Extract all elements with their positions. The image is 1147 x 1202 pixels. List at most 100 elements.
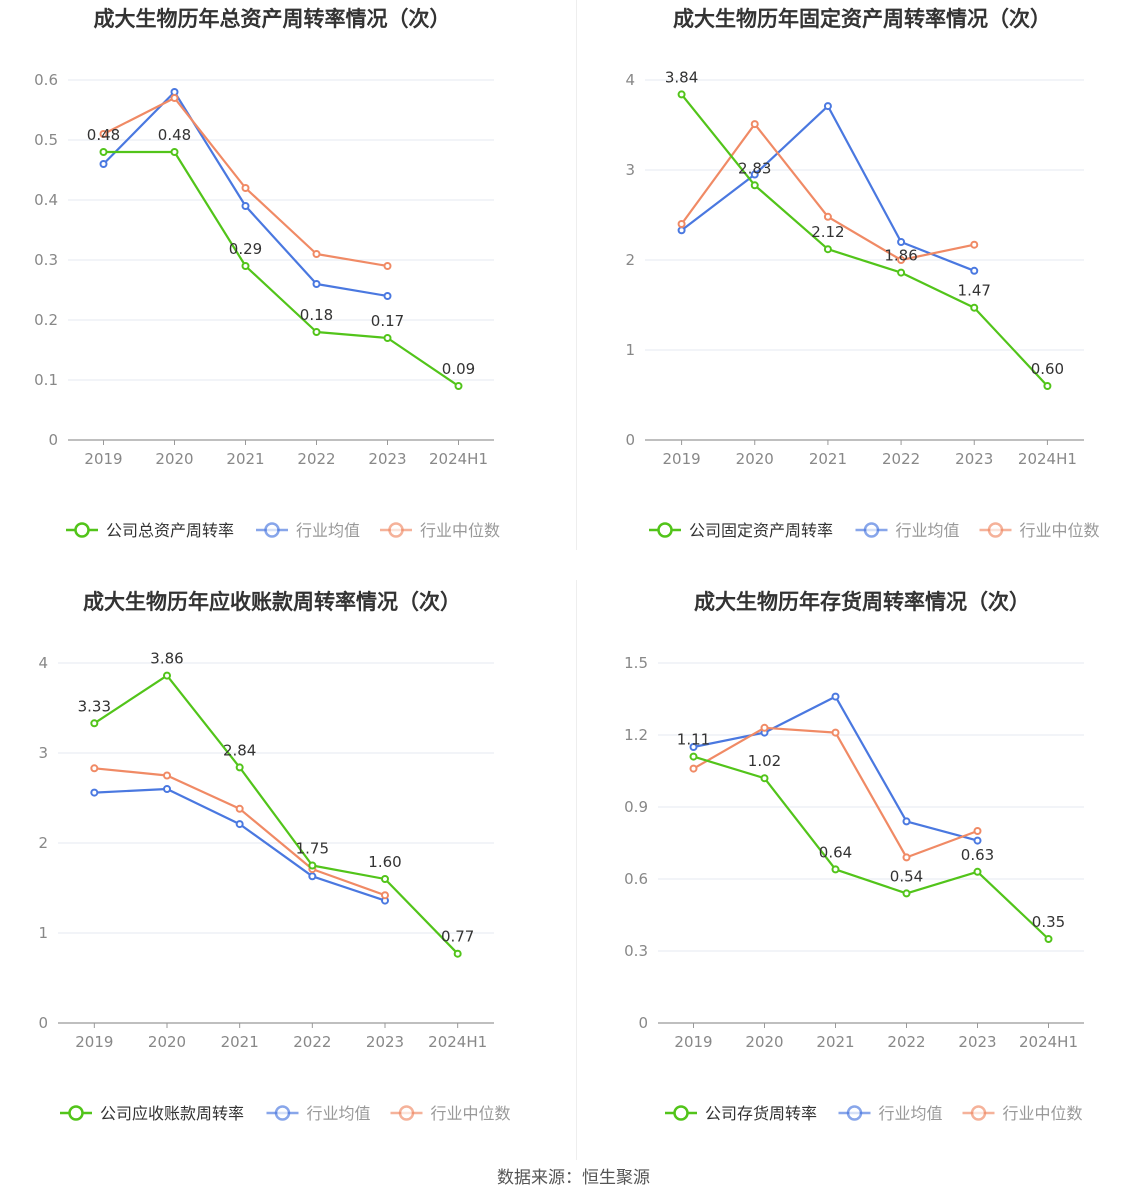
data-point-company	[677, 90, 686, 99]
y-tick-label: 0	[38, 1014, 48, 1032]
x-tick-label: 2024H1	[1019, 1033, 1078, 1051]
data-point-median	[823, 212, 832, 221]
legend-label-median: 行业中位数	[1003, 1104, 1083, 1123]
x-tick-label: 2022	[882, 450, 920, 468]
data-label: 0.77	[441, 928, 474, 946]
legend-label-avg: 行业均值	[296, 521, 360, 540]
total-asset-turnover-chart: 成大生物历年总资产周转率情况（次） 0 0.1 0.2 0.3 0.4 0.5 0.6 2019…	[0, 0, 560, 570]
x-tick-label: 2022	[297, 450, 335, 468]
data-point-company	[241, 262, 250, 270]
data-point-company	[235, 763, 244, 772]
x-tick-label: 2022	[887, 1033, 925, 1051]
data-point-company	[99, 148, 108, 156]
data-point-company	[902, 889, 911, 898]
legend-marker-avg	[264, 522, 280, 538]
data-point-avg	[831, 692, 840, 701]
data-point-company	[823, 245, 832, 254]
data-label: 0.17	[371, 312, 404, 330]
legend-marker-median	[398, 1105, 415, 1121]
data-point-company	[897, 268, 906, 277]
data-point-median	[170, 94, 179, 102]
legend-label-company: 公司存货周转率	[705, 1104, 817, 1123]
data-point-company	[970, 303, 979, 312]
data-label: 1.60	[368, 853, 401, 871]
data-point-company	[308, 861, 317, 870]
legend-marker-company	[673, 1105, 689, 1121]
data-point-avg	[383, 292, 392, 300]
y-tick-label: 0.5	[34, 131, 58, 149]
y-tick-label: 1.5	[624, 654, 648, 672]
data-point-median	[163, 771, 171, 780]
inventory-turnover-chart: 成大生物历年存货周转率情况（次） 0 0.3 0.6 0.9 1.2 1.5 2019 2020…	[587, 583, 1147, 1153]
data-label: 0.48	[158, 126, 191, 144]
series-line-company	[693, 755, 1050, 940]
y-tick-label: 0.6	[624, 870, 648, 888]
data-point-avg	[677, 226, 686, 235]
data-point-median	[760, 723, 769, 732]
data-point-avg	[897, 238, 906, 246]
chart-title: 成大生物历年总资产周转率情况（次）	[94, 7, 451, 31]
y-tick-label: 3	[625, 161, 635, 179]
series-line-median	[692, 726, 978, 859]
y-tick-label: 0.3	[624, 942, 648, 960]
data-point-company	[454, 382, 463, 390]
legend-marker-avg	[274, 1105, 291, 1121]
data-point-median	[831, 728, 840, 737]
x-tick-label: 2019	[84, 450, 122, 468]
data-label: 0.48	[87, 126, 120, 144]
data-point-company	[760, 774, 769, 783]
chart-title: 成大生物历年存货周转率情况（次）	[694, 590, 1030, 614]
data-point-median	[235, 804, 244, 813]
data-point-company	[383, 334, 392, 342]
x-tick-label: 2020	[736, 450, 774, 468]
x-tick-label: 2024H1	[1018, 450, 1077, 468]
data-label: 3.84	[665, 68, 698, 86]
data-point-avg	[235, 820, 244, 829]
y-tick-label: 4	[38, 654, 48, 672]
legend-label-median: 行业中位数	[420, 521, 500, 540]
data-point-company	[689, 752, 698, 761]
legend-label-median: 行业中位数	[1020, 521, 1100, 540]
data-label: 2.12	[811, 223, 844, 241]
data-point-avg	[163, 785, 171, 793]
data-point-company	[1044, 935, 1053, 943]
y-tick-label: 0	[638, 1014, 648, 1032]
y-tick-label: 1	[625, 341, 635, 359]
x-tick-label: 2020	[745, 1033, 783, 1051]
y-tick-label: 1.2	[624, 726, 648, 744]
x-tick-label: 2020	[155, 450, 193, 468]
legend-marker-median	[987, 522, 1004, 538]
data-point-avg	[312, 280, 321, 288]
data-point-median	[99, 130, 108, 138]
source-note: 数据来源：恒生聚源	[497, 1168, 650, 1188]
chart-svg: 成大生物历年总资产周转率情况（次） 0 0.1 0.2 0.3 0.4 0.5 0.6 2019…	[34, 7, 500, 540]
data-point-company	[1043, 382, 1052, 390]
data-label: 0.29	[229, 240, 262, 258]
data-label: 2.83	[738, 159, 771, 177]
x-tick-label: 2019	[662, 450, 700, 468]
data-label: 0.60	[1031, 360, 1064, 378]
data-point-avg	[970, 266, 979, 275]
data-point-avg	[90, 788, 99, 797]
data-point-avg	[902, 817, 911, 826]
data-label: 3.33	[78, 697, 111, 715]
data-label: 0.63	[961, 846, 994, 864]
data-point-avg	[823, 102, 832, 111]
y-tick-label: 0.1	[34, 371, 58, 389]
legend-label-company: 公司总资产周转率	[106, 521, 234, 540]
x-tick-label: 2023	[368, 450, 406, 468]
x-tick-label: 2021	[809, 450, 847, 468]
data-point-company	[381, 875, 389, 883]
data-label: 2.84	[223, 741, 256, 759]
legend-marker-company	[657, 522, 673, 538]
legend-label-avg: 行业均值	[307, 1104, 371, 1123]
data-point-company	[90, 719, 99, 728]
data-point-company	[750, 181, 759, 190]
x-tick-label: 2022	[293, 1033, 331, 1051]
data-label: 0.35	[1032, 913, 1065, 931]
y-tick-label: 2	[38, 834, 48, 852]
x-tick-label: 2019	[75, 1033, 113, 1051]
x-tick-label: 2020	[148, 1033, 186, 1051]
legend-label-company: 公司应收账款周转率	[100, 1104, 244, 1123]
y-tick-label: 1	[38, 924, 48, 942]
